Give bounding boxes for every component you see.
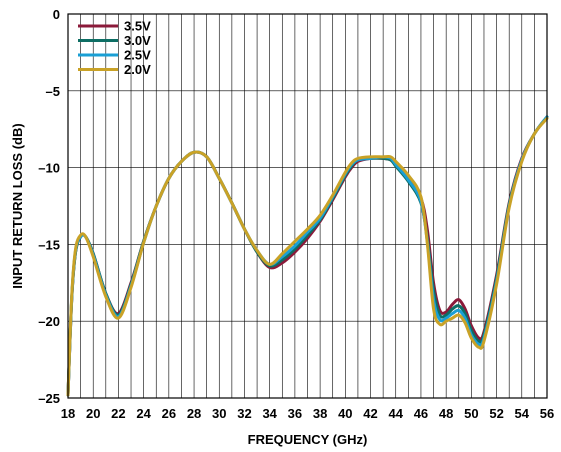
series-line-4	[66, 116, 549, 397]
x-tick-label: 34	[262, 406, 277, 421]
x-tick-label: 18	[61, 406, 75, 421]
x-tick-label: 26	[162, 406, 176, 421]
x-tick-label: 42	[363, 406, 377, 421]
x-tick-label: 30	[212, 406, 226, 421]
x-axis-title: FREQUENCY (GHz)	[248, 432, 368, 447]
legend-label: 2.0V	[124, 62, 151, 77]
y-tick-labels: 0 –5 –10 –15 –20 –25	[38, 7, 60, 406]
x-tick-label: 24	[136, 406, 151, 421]
x-tick-label: 32	[237, 406, 251, 421]
x-tick-label: 48	[439, 406, 453, 421]
y-tick-label: 0	[53, 7, 60, 22]
x-tick-label: 44	[389, 406, 404, 421]
legend-label: 2.5V	[124, 48, 151, 63]
y-tick-label: –25	[38, 391, 60, 406]
y-axis-title: INPUT RETURN LOSS (dB)	[10, 123, 25, 288]
x-tick-label: 36	[288, 406, 302, 421]
legend-label: 3.0V	[124, 33, 151, 48]
x-tick-label: 38	[313, 406, 327, 421]
y-tick-label: –15	[38, 237, 60, 252]
x-tick-label: 28	[187, 406, 201, 421]
x-tick-label: 20	[86, 406, 100, 421]
x-tick-label: 40	[338, 406, 352, 421]
y-tick-label: –20	[38, 314, 60, 329]
x-tick-label: 46	[414, 406, 428, 421]
x-tick-label: 54	[515, 406, 530, 421]
plot-border	[67, 13, 548, 399]
x-tick-label: 50	[464, 406, 478, 421]
x-tick-label: 22	[111, 406, 125, 421]
legend: 3.5V3.0V2.5V2.0V	[78, 19, 151, 77]
y-tick-label: –10	[38, 161, 60, 176]
legend-label: 3.5V	[124, 19, 151, 34]
series-layer	[66, 115, 549, 397]
x-tick-label: 52	[489, 406, 503, 421]
y-tick-label: –5	[46, 84, 60, 99]
x-tick-labels: 18 20 22 24 26 28 30 32 34 36 38 40 42 44 46 48 50 52 54 56	[61, 406, 554, 421]
x-tick-label: 56	[540, 406, 554, 421]
